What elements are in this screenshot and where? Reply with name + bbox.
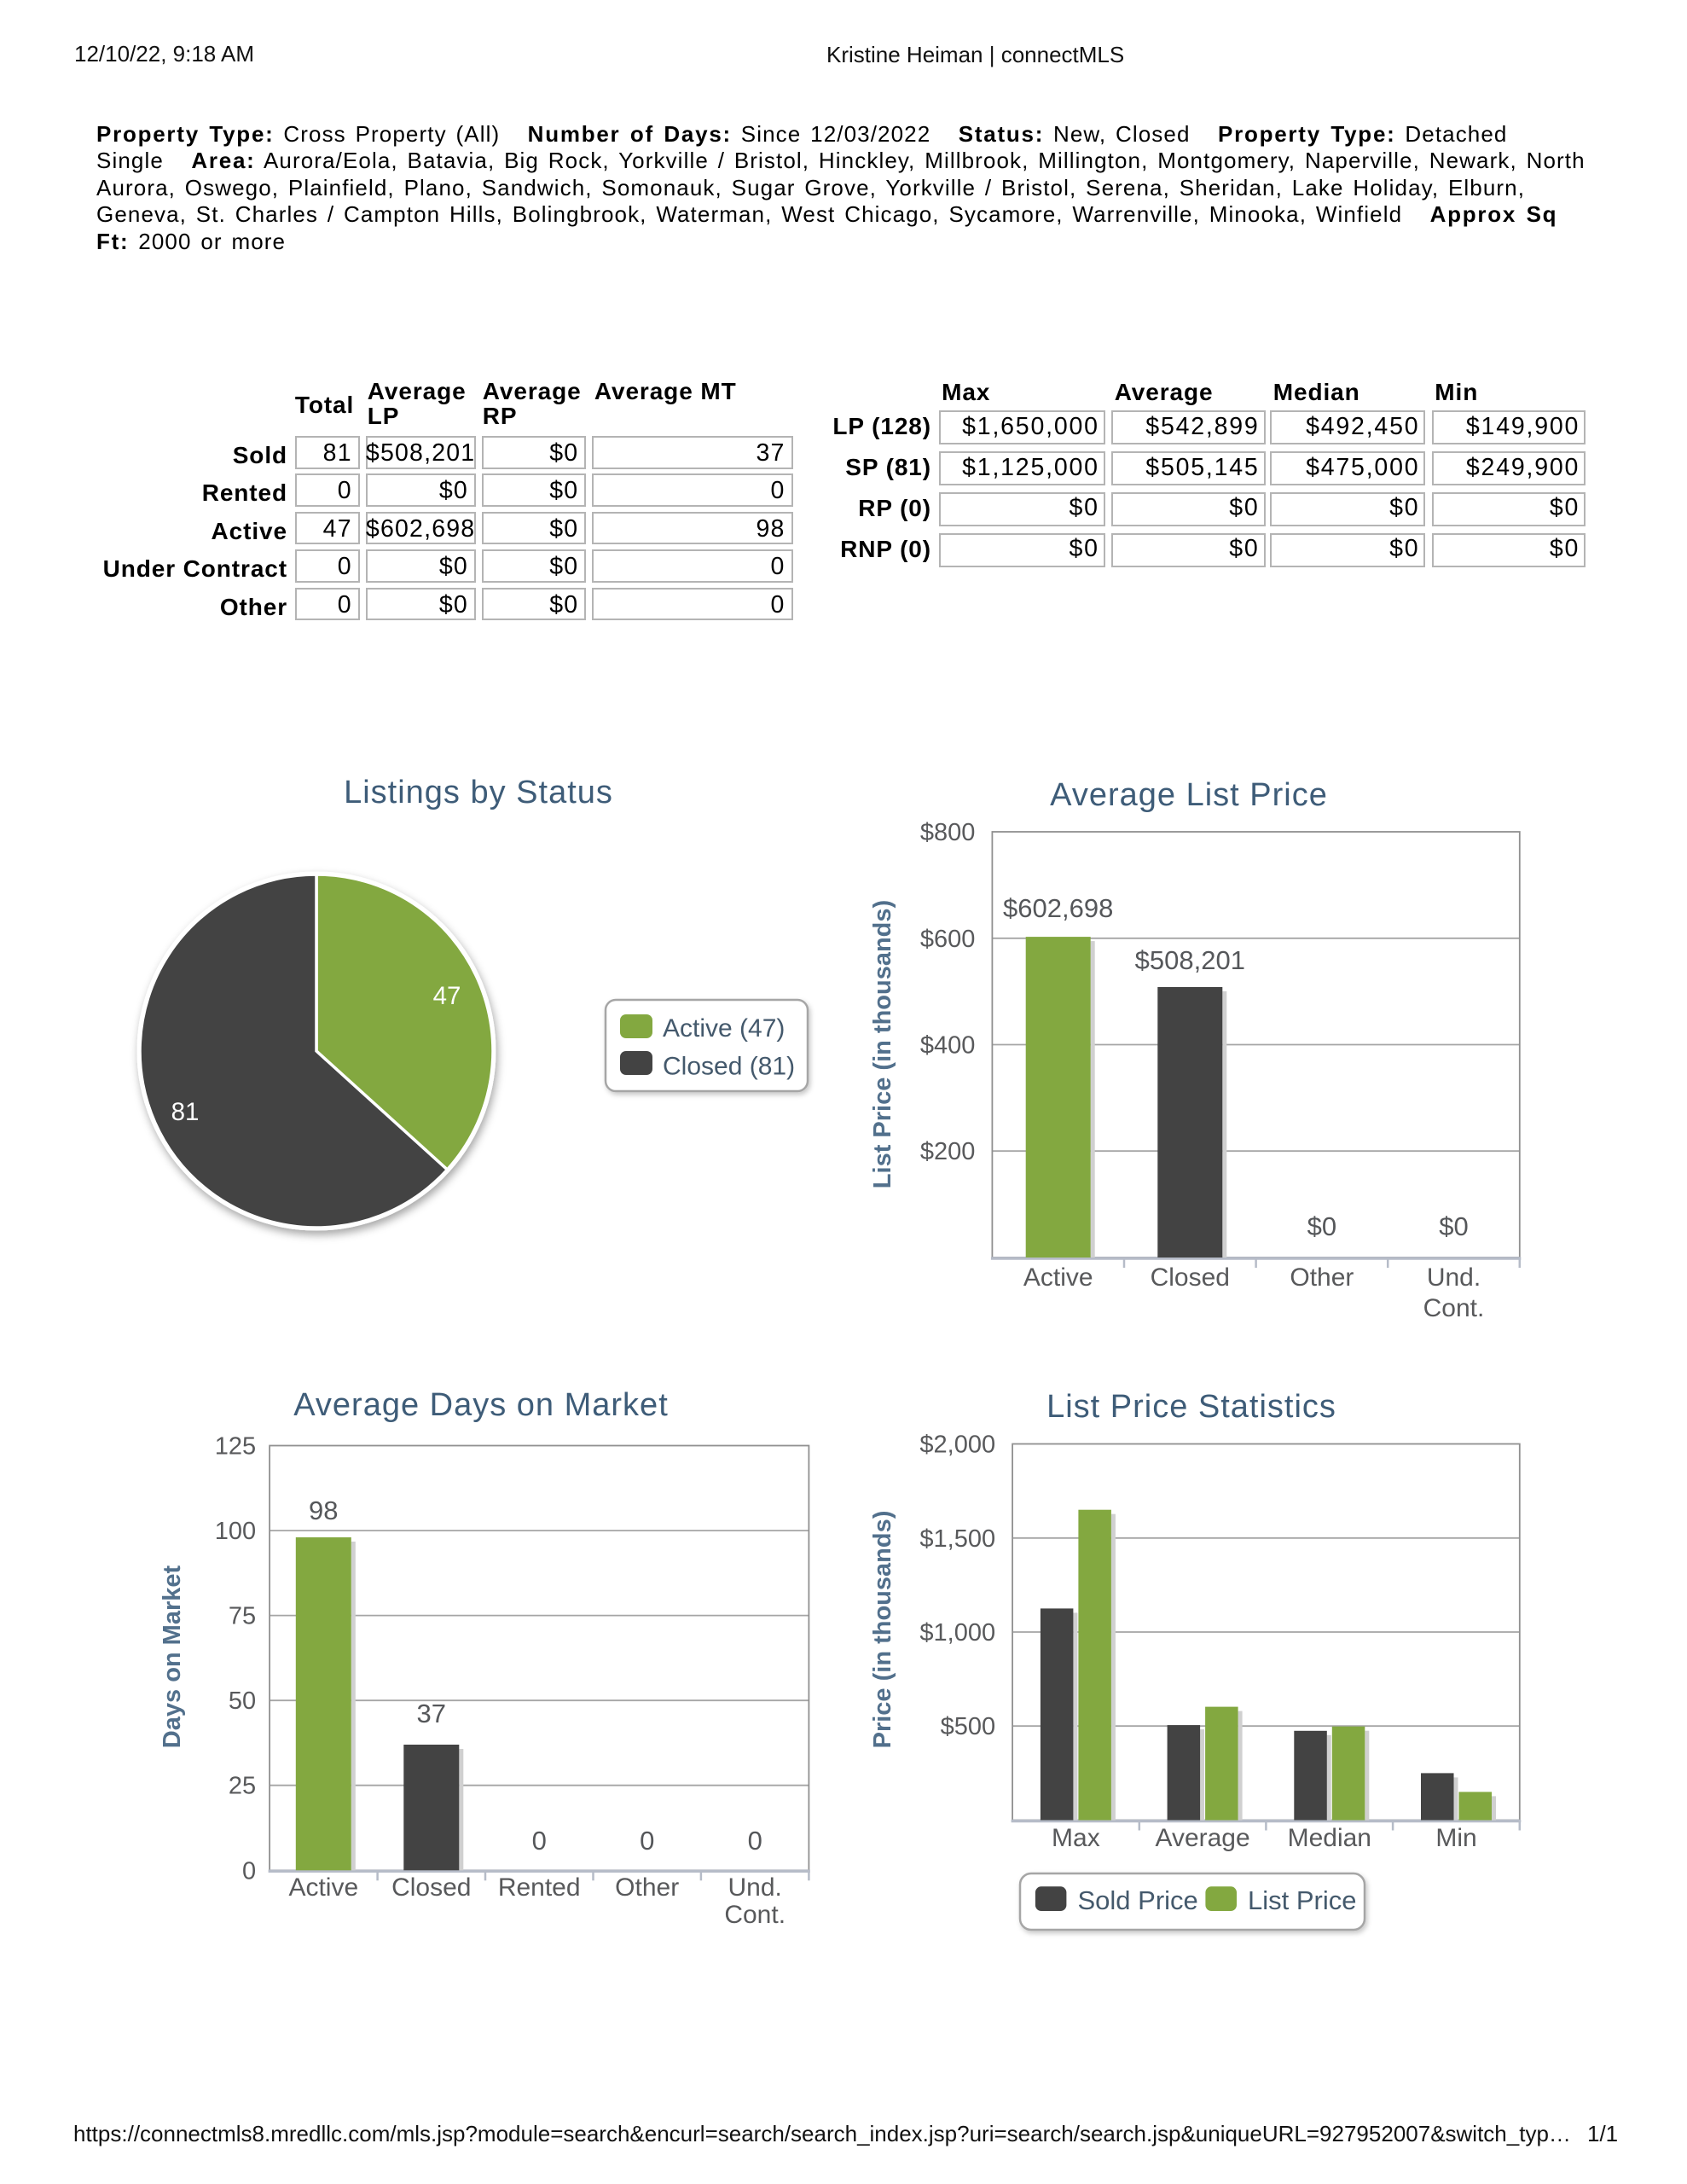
svg-text:Closed (81): Closed (81) — [663, 1053, 795, 1081]
svg-text:Active (47): Active (47) — [663, 1014, 785, 1043]
svg-text:$1,000: $1,000 — [919, 1619, 995, 1647]
svg-text:Min: Min — [1435, 1824, 1476, 1852]
svg-text:Cont.: Cont. — [1423, 1294, 1485, 1322]
svg-text:$602,698: $602,698 — [1003, 893, 1113, 923]
svg-text:$2,000: $2,000 — [919, 1432, 995, 1459]
svg-text:$508,201: $508,201 — [1135, 945, 1245, 975]
svg-text:$400: $400 — [920, 1032, 976, 1060]
svg-text:Days on Market: Days on Market — [159, 1565, 186, 1748]
svg-text:List Price Statistics: List Price Statistics — [1046, 1389, 1336, 1425]
svg-text:$600: $600 — [920, 926, 976, 953]
svg-text:Active: Active — [288, 1873, 358, 1902]
svg-text:Average: Average — [1155, 1824, 1249, 1852]
svg-text:Closed: Closed — [391, 1873, 471, 1902]
svg-text:0: 0 — [640, 1826, 654, 1856]
svg-text:Price (in thousands): Price (in thousands) — [869, 1511, 896, 1749]
svg-text:$1,500: $1,500 — [919, 1525, 995, 1553]
svg-text:75: 75 — [229, 1603, 256, 1630]
svg-text:81: 81 — [171, 1098, 200, 1126]
svg-text:37: 37 — [417, 1699, 446, 1728]
svg-text:125: 125 — [215, 1433, 256, 1461]
svg-text:50: 50 — [229, 1687, 256, 1715]
svg-text:Max: Max — [1052, 1824, 1100, 1852]
svg-text:Other: Other — [615, 1873, 679, 1902]
svg-text:Cont.: Cont. — [724, 1901, 786, 1929]
svg-text:Und.: Und. — [728, 1873, 782, 1902]
svg-text:$0: $0 — [1307, 1211, 1336, 1241]
svg-text:100: 100 — [215, 1518, 256, 1545]
svg-text:Rented: Rented — [498, 1873, 581, 1902]
svg-text:$800: $800 — [920, 819, 976, 846]
svg-text:98: 98 — [309, 1496, 338, 1525]
svg-text:Active: Active — [1023, 1263, 1093, 1292]
svg-text:0: 0 — [242, 1857, 256, 1885]
svg-text:Median: Median — [1288, 1824, 1371, 1852]
svg-text:0: 0 — [532, 1826, 547, 1856]
svg-text:$0: $0 — [1439, 1211, 1468, 1241]
svg-text:47: 47 — [433, 982, 461, 1010]
svg-text:List Price: List Price — [1248, 1885, 1356, 1915]
svg-text:25: 25 — [229, 1773, 256, 1800]
svg-text:$200: $200 — [920, 1138, 976, 1165]
svg-text:Listings by Status: Listings by Status — [344, 775, 613, 810]
svg-text:List Price (in thousands): List Price (in thousands) — [869, 900, 896, 1188]
svg-text:Und.: Und. — [1427, 1263, 1481, 1292]
svg-text:$500: $500 — [941, 1713, 996, 1740]
svg-text:Average List Price: Average List Price — [1050, 777, 1328, 813]
svg-text:Average Days on Market: Average Days on Market — [293, 1387, 669, 1423]
svg-text:Closed: Closed — [1151, 1263, 1230, 1292]
svg-text:Sold Price: Sold Price — [1078, 1885, 1198, 1915]
svg-text:0: 0 — [748, 1826, 762, 1856]
svg-text:Other: Other — [1290, 1263, 1354, 1292]
